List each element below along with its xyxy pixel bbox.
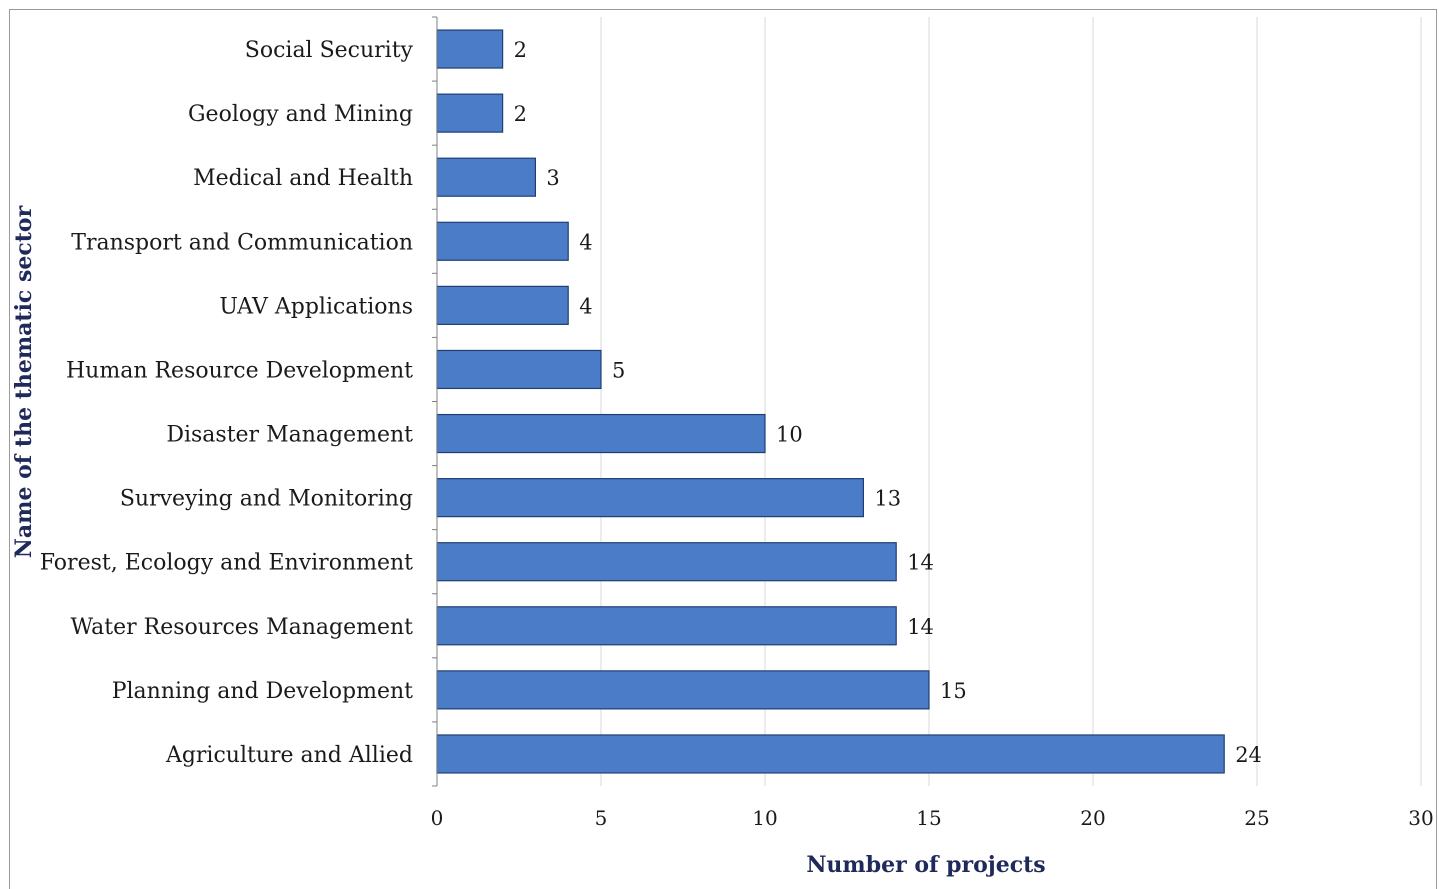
data-label: 15 (940, 679, 967, 703)
bars (436, 29, 1225, 774)
category-label: Disaster Management (166, 423, 413, 448)
x-tick-labels: 0 5 10 15 20 25 30 (431, 806, 1434, 830)
bar (436, 29, 504, 69)
bar (436, 670, 930, 710)
data-label: 2 (514, 38, 527, 62)
data-label: 4 (579, 230, 592, 254)
bar (436, 734, 1225, 774)
x-tick-label: 10 (752, 806, 777, 830)
data-label: 14 (907, 551, 934, 575)
gridlines (432, 16, 1422, 787)
category-label: Surveying and Monitoring (120, 487, 413, 512)
bar (436, 285, 569, 325)
category-label: Water Resources Management (70, 615, 413, 640)
x-tick-label: 25 (1244, 806, 1269, 830)
bar (436, 157, 537, 197)
category-label: Human Resource Development (66, 358, 413, 383)
category-label: Agriculture and Allied (165, 743, 413, 768)
bar (436, 478, 864, 518)
bar (436, 413, 766, 454)
x-tick-label: 5 (595, 806, 608, 830)
category-label: UAV Applications (219, 294, 413, 319)
category-label: Forest, Ecology and Environment (40, 551, 413, 576)
category-labels: Social Security Geology and Mining Medical… (40, 38, 414, 768)
y-axis-title: Name of the thematic sector (11, 205, 37, 558)
data-labels: 2 2 3 4 4 5 10 13 14 14 15 24 (514, 38, 1262, 767)
data-label: 2 (514, 102, 527, 126)
data-label: 10 (776, 423, 803, 447)
category-label: Geology and Mining (188, 102, 413, 127)
data-label: 5 (612, 358, 625, 382)
x-tick-label: 30 (1408, 806, 1433, 830)
data-label: 24 (1235, 743, 1262, 767)
bar (436, 93, 504, 133)
category-label: Social Security (245, 38, 414, 63)
bar (436, 542, 897, 582)
bar (436, 221, 569, 261)
bar (436, 606, 897, 646)
category-label: Planning and Development (112, 679, 413, 704)
category-label: Medical and Health (193, 166, 413, 191)
chart-frame (9, 9, 1437, 889)
data-label: 14 (907, 615, 934, 639)
data-label: 4 (579, 294, 592, 318)
x-tick-label: 20 (1080, 806, 1105, 830)
bar (436, 349, 602, 390)
data-label: 13 (874, 487, 901, 511)
x-axis-title: Number of projects (806, 852, 1045, 878)
data-label: 3 (546, 166, 559, 190)
x-tick-label: 15 (916, 806, 941, 830)
x-tick-label: 0 (431, 806, 444, 830)
category-label: Transport and Communication (71, 230, 413, 255)
